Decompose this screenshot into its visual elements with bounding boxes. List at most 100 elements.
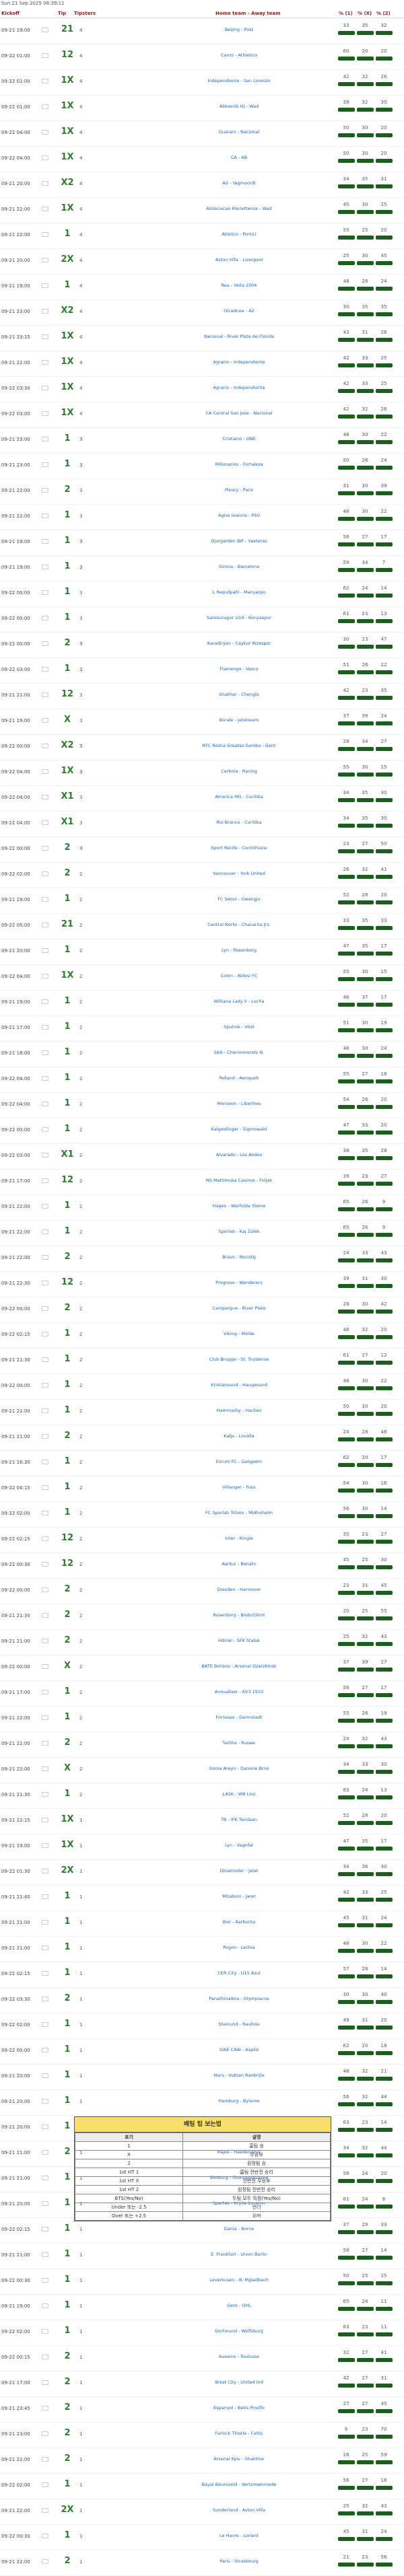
match-link[interactable]: Rio Branco - Curitiba (216, 820, 262, 825)
match-link[interactable]: Cerbola - Racing (221, 768, 257, 774)
table-row[interactable]: 09-21 21:30 1 2 LASK - WB Linz 63 24 13 (0, 1783, 404, 1809)
table-row[interactable]: 09-21 22:00 1 2 Sporlab - Kaj Zalek 65 26 9 (0, 1221, 404, 1246)
match-link[interactable]: Carmi - Athletico (220, 52, 258, 58)
table-row[interactable]: 09-21 20:00 1 2 Lyn - Rosenborg 47 35 17 (0, 939, 404, 965)
match-link[interactable]: Sunderland - Aston Villa (213, 2507, 265, 2513)
match-link[interactable]: Guarani - Nacional (218, 129, 260, 135)
match-link[interactable]: Karadiryev - Caykur Rizespor (207, 641, 271, 646)
table-row[interactable]: 09-21 21:00 1 2 Hammarby - Hacken 50 30 20 (0, 1400, 404, 1425)
table-row[interactable]: 09-21 23:00 1 3 Millonarios - Fortaleza 50 26… (0, 454, 404, 479)
table-row[interactable]: 09-22 04:00 1X 3 Cerbola - Racing 55 30 15 (0, 760, 404, 786)
match-link[interactable]: Flamengo - Vasco (220, 666, 259, 672)
match-link[interactable]: FC Seoul - Gwangju (217, 896, 261, 902)
match-link[interactable]: CER City - U15 Azul (217, 1970, 261, 1976)
match-link[interactable]: Hagen - Warfolda Steine (212, 1203, 266, 1209)
match-link[interactable]: Panathinaikos - Olympiacos (209, 1996, 269, 2001)
match-link[interactable]: Lyn - Vagrdal (225, 1842, 253, 1848)
table-row[interactable]: 09-22 02:00 1 1 Dortmund - Wolfsburg 63 23 11 (0, 2320, 404, 2346)
table-row[interactable]: 09-21 22:00 1 2 Hagen - Warfolda Steine 65 26… (0, 1195, 404, 1221)
table-row[interactable]: 09-21 22:00 2 2 Bravo - Nucidig 24 33 43 (0, 1246, 404, 1272)
match-link[interactable]: Monsoon - Liberfoes (217, 1101, 261, 1106)
match-link[interactable]: Paris - Strasbourg (220, 2559, 259, 2564)
table-row[interactable]: 09-22 00:30 1 1 Le Havre - Lorient 45 31 24 (0, 2525, 404, 2550)
match-link[interactable]: Agrario - Independiente (213, 359, 265, 365)
match-link[interactable]: Aarkur - Benahr (222, 1561, 257, 1567)
match-link[interactable]: Rosenborg - Bodo/Glimt (213, 1612, 265, 1618)
table-row[interactable]: 09-22 01:00 1X 4 Abkasids IQ - Wad 38 32 30 (0, 96, 404, 121)
table-row[interactable]: 09-21 22:15 1X 1 TB - IFK Tendaan 52 28 20 (0, 1809, 404, 1834)
table-row[interactable]: 09-21 21:00 2 2 Hibriel - SFK Stalak 25 32 43 (0, 1630, 404, 1655)
match-link[interactable]: Villanger - Foss (222, 1484, 256, 1490)
table-row[interactable]: 09-21 23:00 2 1 Furlock Thistle - Celtic 9 23… (0, 2423, 404, 2448)
match-link[interactable]: Annualiser - KV3 1910 (214, 1689, 264, 1694)
table-row[interactable]: 09-22 02:00 1 2 FC Sporlab Tritem - Midhohe… (0, 1502, 404, 1528)
match-link[interactable]: L Requilpahi - Manyarpo (212, 589, 266, 595)
match-link[interactable]: Kalgeelinger - Sigmowald (211, 1126, 267, 1132)
table-row[interactable]: 09-22 03:30 1X 4 Agrario - Independiente 42 3… (0, 377, 404, 402)
table-row[interactable]: 09-21 20:00 2X 4 Aston Villa - Liverpool 25 3… (0, 249, 404, 275)
table-row[interactable]: 09-21 19:00 21 4 Beijing - Post 33 35 32 (0, 19, 404, 44)
match-link[interactable]: Borale - Jetstream (219, 717, 259, 723)
match-link[interactable]: SKA - Chernomorets N. (213, 1050, 265, 1055)
table-row[interactable]: 09-22 02:00 1 1 Steinund - Raufoss 49 31 20 (0, 2013, 404, 2039)
match-link[interactable]: Dortmund - Wolfsburg (215, 2328, 263, 2334)
table-row[interactable]: 09-21 17:00 2 1 Brest City - United Ind 42 27… (0, 2371, 404, 2397)
table-row[interactable]: 09-22 05:00 21 2 Central Norte - Chacarita … (0, 914, 404, 939)
table-row[interactable]: 09-22 04:00 X1 3 America MG - Curitiba 34 35 3… (0, 786, 404, 812)
table-row[interactable]: 09-22 02:15 12 2 Inter - Kingle 35 23 27 (0, 1528, 404, 1553)
match-link[interactable]: Dinamoder - Jelet (220, 1868, 259, 1873)
match-link[interactable]: Abkasids IQ - Wad (219, 104, 259, 109)
match-link[interactable]: Dresden - Hannover (217, 1587, 261, 1592)
match-link[interactable]: America MG - Curitiba (215, 794, 263, 799)
match-link[interactable]: Auxerre - Toulouse (218, 2354, 260, 2359)
match-link[interactable]: Leverkusen - B. Mgladbach (209, 2277, 269, 2283)
match-link[interactable]: CA Central San Jose - Nacional (205, 410, 273, 416)
table-row[interactable]: 09-21 19:00 X 3 Borale - Jetstream 37 39 24 (0, 709, 404, 735)
table-row[interactable]: 09-22 00:00 1 2 Kalgeelinger - Sigmowald 47 3… (0, 1118, 404, 1144)
table-row[interactable]: 09-22 00:00 1 1 SIAE CRAI - Asplid 62 20 18 (0, 2039, 404, 2065)
match-link[interactable]: Esrum FC - Gangsem (215, 1459, 263, 1464)
table-row[interactable]: 09-21 20:00 1 1 Mars - Vuktan Ranbrijle 48 32… (0, 2065, 404, 2090)
match-link[interactable]: Samsunspor U19 - Konyaspor (207, 615, 271, 620)
match-link[interactable]: Hammarby - Hacken (216, 1408, 262, 1413)
match-link[interactable]: Lyn - Rosenborg (222, 947, 257, 953)
table-row[interactable]: 09-22 00:00 2 2 Dresden - Hannover 23 31 45 (0, 1579, 404, 1604)
table-row[interactable]: 09-21 21:00 2 2 Kalja - Lovalla 24 28 48 (0, 1425, 404, 1451)
table-row[interactable]: 09-21 22:00 1X 4 Agrario - Independiente 42 3… (0, 351, 404, 377)
match-link[interactable]: Forrease - Darmstadt (215, 1715, 263, 1720)
match-link[interactable]: Girona - Barcelona (218, 564, 260, 569)
match-link[interactable]: NS Mattimuka Casinos - Foljak (205, 1178, 273, 1183)
match-link[interactable]: Hibriel - SFK Stalak (218, 1638, 260, 1643)
match-link[interactable]: Brest City - United Ind (215, 2380, 263, 2385)
match-link[interactable]: Nacional - River Plate de Florida (203, 334, 275, 339)
match-link[interactable]: Pelland - Aeropark (219, 1075, 259, 1081)
table-row[interactable]: 09-22 01:30 2X 1 Dinamoder - Jelet 34 36 30 (0, 1860, 404, 1886)
match-link[interactable]: Gonia Areyn - Danone Brno (209, 1766, 269, 1771)
match-link[interactable]: Espanyol - Betis Pinoflo (213, 2405, 265, 2410)
match-link[interactable]: Williana Lady II - Lucha (213, 999, 265, 1004)
match-link[interactable]: RFC Rosha Greates Samba - Gent (202, 743, 276, 748)
match-link[interactable]: Furlock Thistle - Celtic (215, 2431, 263, 2436)
match-link[interactable]: LASK - WB Linz (222, 1791, 256, 1797)
table-row[interactable]: 09-21 19:00 1 2 Williana Lady II - Lucha 46 3… (0, 991, 404, 1016)
match-link[interactable]: TB - IFK Tendaan (220, 1817, 258, 1822)
table-row[interactable]: 09-22 04:00 X1 3 Rio Branco - Curitiba 34 35 3… (0, 812, 404, 837)
table-row[interactable]: 09-21 22:00 2 1 Paris - Strasbourg 21 23 56 (0, 2550, 404, 2576)
match-link[interactable]: Aston Villa - Liverpool (215, 257, 263, 262)
table-row[interactable]: 09-22 00:00 X 2 BATE Borisov - Arsenal Dzer… (0, 1655, 404, 1681)
table-row[interactable]: 09-22 04:15 1 2 Villanger - Foss 54 30 16 (0, 1476, 404, 1502)
table-row[interactable]: 09-22 03:30 2 1 Panathinaikos - Olympiacos 3… (0, 1988, 404, 2013)
table-row[interactable]: 09-22 00:00 2 3 Sport Recife - Corinthians 2… (0, 837, 404, 863)
table-row[interactable]: 09-21 21:30 1 2 Club Brugge - St. Truidense… (0, 1349, 404, 1374)
match-link[interactable]: E. Frankfurt - Union Berlin (211, 2252, 267, 2257)
match-link[interactable]: Mars - Vuktan Ranbrijle (213, 2073, 265, 2078)
table-row[interactable]: 09-22 02:00 2 2 Vancouver - York United 26 32… (0, 863, 404, 888)
table-row[interactable]: 09-22 00:30 1 1 Leverkusen - B. Mgladbach 50… (0, 2269, 404, 2295)
table-row[interactable]: 09-21 22:00 1 4 Atletico - Portici 55 25 20 (0, 223, 404, 249)
match-link[interactable]: Gent - OHL (227, 2303, 251, 2308)
table-row[interactable]: 09-21 21:00 1 1 E. Frankfurt - Union Berlin… (0, 2244, 404, 2269)
table-row[interactable]: 09-21 19:00 1 4 Rea - Vella 2004 48 28 24 (0, 275, 404, 300)
table-row[interactable]: 09-21 19:00 1X 1 Lyn - Vagrdal 47 35 17 (0, 1834, 404, 1860)
match-link[interactable]: BATE Borisov - Arsenal Dzerzhinsk (201, 1663, 277, 1669)
table-row[interactable]: 09-22 04:00 1X 2 Colon - Aldosi FC 55 30 15 (0, 965, 404, 991)
